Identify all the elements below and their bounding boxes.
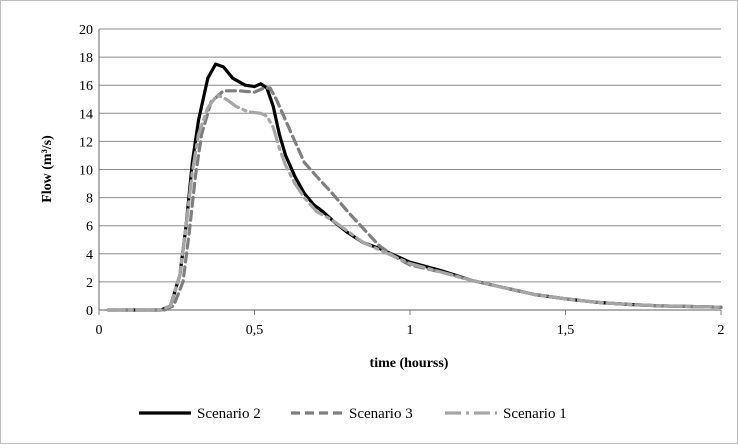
x-tick-label: 0,5: [246, 323, 264, 338]
grid-layer: [99, 28, 721, 283]
y-tick-label: 2: [86, 276, 93, 291]
series-line-scenario-2: [106, 62, 723, 312]
legend-label-scenario-1: Scenario 1: [503, 406, 567, 422]
x-tick-label: 1: [407, 323, 414, 338]
series-line-scenario-1: [106, 93, 723, 312]
y-tick-label: 18: [79, 51, 93, 66]
x-tick-label: 0: [96, 323, 103, 338]
y-tick-label: 0: [86, 304, 93, 319]
axes-layer: [98, 29, 722, 315]
x-tick-label: 1,5: [557, 323, 575, 338]
y-tick-label: 14: [79, 107, 93, 122]
ticks-layer: 0 2 4 6 8 10 12 14 16 18 20 0 0,5 1 1,5 2: [79, 23, 725, 338]
y-tick-label: 12: [79, 135, 93, 150]
y-tick-label: 20: [79, 23, 93, 38]
y-tick-label: 16: [79, 79, 93, 94]
legend: Scenario 2 Scenario 3 Scenario 1: [139, 406, 567, 422]
y-tick-label: 10: [79, 164, 93, 179]
series-layer: [106, 62, 723, 312]
legend-label-scenario-2: Scenario 2: [197, 406, 261, 422]
y-tick-label: 6: [86, 220, 93, 235]
x-tick-label: 2: [718, 323, 725, 338]
y-tick-label: 4: [86, 248, 93, 263]
x-axis-label: time (hourss): [370, 356, 449, 371]
y-axis-label: Flow (m³/s): [40, 135, 55, 203]
y-tick-label: 8: [86, 192, 93, 207]
legend-label-scenario-3: Scenario 3: [349, 406, 413, 422]
series-line-scenario-3: [106, 86, 723, 312]
